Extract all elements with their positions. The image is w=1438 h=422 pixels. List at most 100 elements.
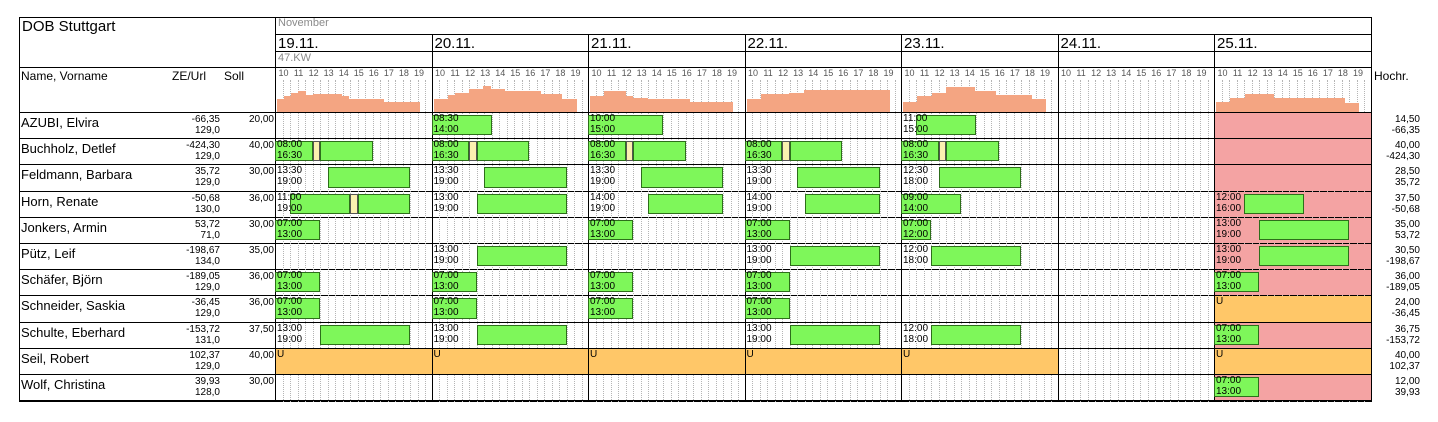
employee-name[interactable]: Schäfer, Björn: [21, 272, 103, 288]
shift-bar[interactable]: [916, 115, 977, 136]
coverage-bar: [1237, 97, 1245, 112]
shift-bar[interactable]: [320, 141, 373, 162]
employee-name[interactable]: Jonkers, Armin: [21, 219, 107, 235]
row-divider: [19, 138, 1372, 140]
shift-bar[interactable]: [1259, 219, 1350, 240]
grid-line: [738, 80, 740, 402]
grid-line: [305, 80, 307, 402]
shift-bar[interactable]: [431, 272, 477, 293]
grid-line: [402, 80, 404, 402]
shift-bar[interactable]: [588, 115, 664, 136]
day-divider: [901, 34, 902, 402]
employee-name[interactable]: Wolf, Christina: [21, 377, 106, 392]
coverage-bar: [1337, 97, 1345, 112]
employee-name[interactable]: Schulte, Eberhard: [21, 324, 126, 340]
hour-tick: 16: [1151, 68, 1162, 78]
employee-name[interactable]: Feldmann, Barbara: [21, 167, 133, 183]
coverage-bar: [832, 89, 840, 112]
coverage-bar: [910, 101, 918, 112]
pause-bar[interactable]: [625, 141, 634, 162]
employee-name[interactable]: AZUBI, Elvira: [21, 115, 100, 130]
sick-cell: [1215, 139, 1371, 165]
shift-times: 08:00 16:30: [433, 139, 459, 162]
employee-name[interactable]: Seil, Robert: [21, 350, 89, 366]
shift-bar[interactable]: [789, 324, 880, 345]
shift-bar[interactable]: [744, 219, 790, 240]
grid-line: [1036, 80, 1038, 402]
pause-bar[interactable]: [782, 141, 790, 162]
shift-bar[interactable]: [588, 298, 634, 319]
grid-line: [506, 80, 508, 402]
shift-bar[interactable]: [275, 298, 321, 319]
shift-bar[interactable]: [476, 193, 567, 214]
shift-bar[interactable]: [901, 193, 962, 214]
pause-bar[interactable]: [350, 193, 358, 214]
shift-bar[interactable]: [275, 219, 321, 240]
shift-bar[interactable]: [431, 141, 470, 162]
shift-bar[interactable]: [938, 167, 1022, 188]
shift-bar[interactable]: [1214, 377, 1260, 398]
hochr-value: 36,75: [1394, 323, 1420, 335]
shift-bar[interactable]: [931, 324, 1022, 345]
shift-bar[interactable]: [327, 167, 411, 188]
shift-bar[interactable]: [588, 272, 634, 293]
shift-bar[interactable]: [275, 272, 321, 293]
hour-tick: 14: [1277, 68, 1288, 78]
shift-bar[interactable]: [648, 193, 724, 214]
shift-bar[interactable]: [744, 141, 783, 162]
shift-bar[interactable]: [797, 167, 880, 188]
employee-name[interactable]: Pütz, Leif: [21, 246, 76, 261]
coverage-bar: [405, 101, 413, 112]
divider: [275, 51, 1372, 52]
vacation-label: U: [903, 348, 911, 360]
shift-bar[interactable]: [931, 246, 1022, 267]
vacation-label: U: [277, 348, 285, 360]
shift-bar[interactable]: [744, 298, 790, 319]
shift-bar[interactable]: [1214, 324, 1260, 345]
hour-tick: 15: [666, 68, 677, 78]
pause-bar[interactable]: [312, 141, 321, 162]
pause-bar[interactable]: [469, 141, 477, 162]
shift-bar[interactable]: [901, 219, 932, 240]
day-label-2211: 22.11.: [747, 35, 789, 52]
employee-name[interactable]: Schneider, Saskia: [21, 298, 126, 314]
shift-times: 07:00 13:00: [590, 296, 616, 319]
grid-line: [1125, 80, 1127, 402]
shift-bar[interactable]: [476, 246, 567, 267]
shift-bar[interactable]: [431, 298, 477, 319]
col-soll-header: Soll: [224, 69, 245, 83]
shift-bar[interactable]: [588, 219, 634, 240]
shift-bar[interactable]: [588, 141, 626, 162]
coverage-bar: [604, 91, 612, 112]
shift-bar[interactable]: [789, 246, 880, 267]
pause-bar[interactable]: [938, 141, 947, 162]
shift-bar[interactable]: [320, 324, 411, 345]
shift-bar[interactable]: [357, 193, 411, 214]
shift-bar[interactable]: [484, 167, 567, 188]
shift-bar[interactable]: [1214, 272, 1260, 293]
shift-bar[interactable]: [290, 193, 351, 214]
shift-bar[interactable]: [789, 141, 843, 162]
employee-name[interactable]: Horn, Renate: [21, 193, 99, 209]
shift-bar[interactable]: [1259, 246, 1350, 267]
shift-bar[interactable]: [633, 141, 686, 162]
shift-bar[interactable]: [804, 193, 880, 214]
shift-bar[interactable]: [901, 141, 939, 162]
shift-bar[interactable]: [946, 141, 999, 162]
coverage-bar: [704, 101, 712, 112]
coverage-bar: [775, 93, 783, 112]
grid-line: [1207, 80, 1209, 402]
shift-bar[interactable]: [431, 115, 492, 136]
employee-name[interactable]: Buchholz, Detlef: [21, 141, 116, 157]
shift-bar[interactable]: [640, 167, 724, 188]
shift-bar[interactable]: [1244, 193, 1305, 214]
shift-bar[interactable]: [275, 141, 313, 162]
day-divider: [431, 34, 433, 402]
shift-bar[interactable]: [476, 141, 530, 162]
hochr-balance: 53,72: [1394, 229, 1420, 241]
shift-bar[interactable]: [744, 272, 790, 293]
shift-bar[interactable]: [476, 324, 567, 345]
coverage-bar: [369, 99, 378, 112]
shift-times: 07:00 13:00: [277, 296, 303, 319]
coverage-bar: [1315, 97, 1324, 112]
